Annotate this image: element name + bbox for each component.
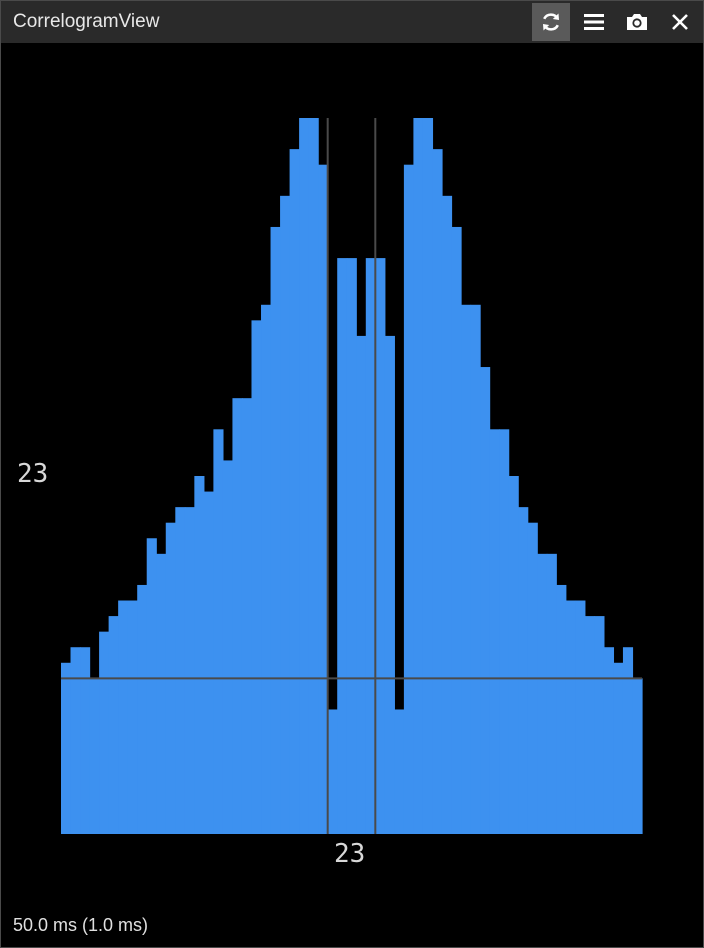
histogram-bar	[461, 304, 472, 834]
refresh-icon	[543, 13, 559, 31]
histogram-bar	[308, 118, 319, 834]
histogram-bar	[556, 584, 567, 834]
histogram-bar	[184, 507, 195, 834]
histogram-bar	[146, 538, 157, 834]
screenshot-button[interactable]	[618, 3, 656, 41]
histogram-bar	[127, 600, 138, 834]
refresh-button[interactable]	[532, 3, 570, 41]
histogram-bar	[594, 616, 605, 834]
histogram-bar	[80, 647, 91, 834]
histogram-bar	[499, 429, 510, 834]
histogram-bar	[337, 258, 348, 835]
histogram-bar	[441, 195, 453, 834]
histogram-bar	[365, 258, 376, 835]
bin-size-label: 50.0 ms (1.0 ms)	[13, 915, 149, 935]
histogram-bar	[384, 335, 395, 834]
histogram-bar	[537, 553, 548, 834]
histogram-bar	[280, 195, 291, 834]
histogram-bar	[565, 600, 576, 834]
histogram-bar	[413, 118, 424, 834]
histogram-bar	[99, 631, 110, 834]
menu-button[interactable]	[575, 3, 613, 41]
histogram-bar	[346, 258, 357, 835]
histogram-bar	[403, 164, 415, 834]
histogram-bar	[546, 553, 557, 834]
histogram-bar	[251, 320, 262, 835]
histogram-bar	[394, 709, 405, 834]
y-axis-label: 23	[17, 459, 49, 489]
close-icon	[672, 14, 688, 30]
histogram-bar	[327, 709, 338, 834]
histogram-bar	[432, 149, 443, 834]
histogram-bar	[480, 367, 491, 834]
histogram-bar	[213, 429, 224, 834]
histogram-bar	[118, 600, 129, 834]
x-axis-label: 23	[334, 839, 366, 869]
histogram-bar	[241, 398, 253, 834]
histogram-bar	[299, 118, 310, 834]
histogram-bar	[422, 118, 434, 834]
histogram-bar	[203, 491, 214, 834]
histogram-bar	[470, 304, 481, 834]
correlogram-chart	[61, 118, 643, 835]
histogram-bar	[70, 647, 81, 834]
histogram-bar	[575, 600, 586, 834]
histogram-bar	[61, 662, 72, 834]
histogram-bar	[175, 507, 186, 834]
histogram-bar	[622, 647, 634, 834]
camera-icon	[627, 14, 647, 30]
histogram-bar	[375, 258, 386, 835]
histogram-bar	[89, 678, 100, 834]
histogram-bar	[451, 226, 462, 834]
histogram-bar	[584, 616, 595, 834]
histogram-bar	[156, 553, 167, 834]
histogram-bar	[356, 335, 367, 834]
histogram-bar	[261, 304, 272, 834]
histogram-bar	[108, 616, 119, 834]
histogram-bar	[194, 476, 205, 834]
histogram-bar	[632, 678, 643, 834]
histogram-bar	[270, 226, 281, 834]
menu-icon	[584, 14, 604, 30]
histogram-bar	[137, 584, 148, 834]
histogram-bar	[232, 398, 243, 834]
title-bar: CorrelogramView	[1, 1, 703, 43]
histogram-bar	[508, 476, 519, 834]
window-title: CorrelogramView	[13, 11, 160, 32]
histogram-bar	[318, 164, 329, 834]
histogram-bar	[222, 460, 234, 834]
histogram-bar	[613, 662, 624, 834]
histogram-bar	[518, 507, 529, 834]
correlogram-plot[interactable]: 23 23 50.0 ms (1.0 ms)	[1, 43, 703, 947]
close-button[interactable]	[661, 3, 699, 41]
histogram-bar	[603, 647, 615, 834]
histogram-bar	[289, 149, 300, 834]
histogram-bar	[489, 429, 500, 834]
